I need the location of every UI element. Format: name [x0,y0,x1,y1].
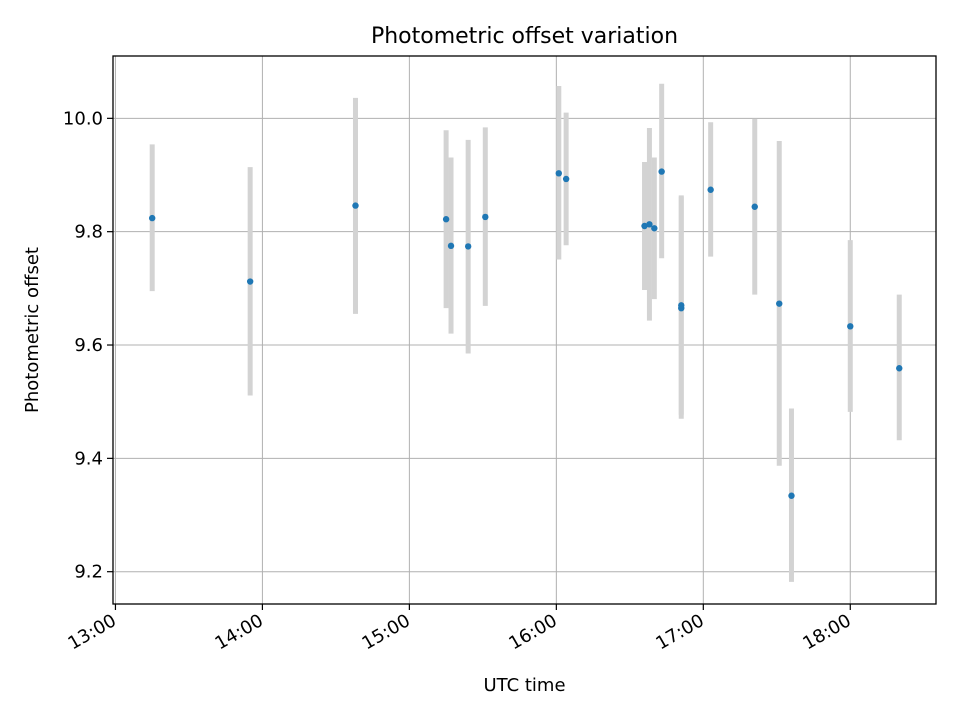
y-axis: 9.2 9.4 9.6 9.8 10.0 [63,108,113,583]
data-point [246,278,254,285]
data-point [482,213,489,221]
data-point [896,365,903,372]
data-point [442,216,450,223]
data-point [464,243,472,250]
y-tick-label: 9.2 [74,562,103,583]
data-point [562,175,570,183]
data-point [776,300,783,307]
data-point [788,492,795,499]
data-point [707,186,714,193]
data-point [447,242,455,250]
markers [148,168,903,499]
data-point [646,221,653,228]
data-point [678,302,685,309]
data-point [651,225,658,232]
data-point [847,323,854,330]
data-point [352,202,359,209]
y-tick-label: 9.8 [74,222,103,243]
data-point [148,214,156,222]
y-axis-label: Photometric offset [22,247,43,413]
y-tick-label: 9.4 [74,448,103,469]
plot-area [113,56,936,604]
plot-frame [112,55,937,605]
chart-title: Photometric offset variation [371,24,678,49]
y-tick-label: 10.0 [63,108,103,129]
data-point [751,203,758,210]
data-point [658,168,665,175]
x-axis-label: UTC time [483,675,565,696]
data-point [555,170,562,177]
data-point [641,222,648,230]
y-tick-label: 9.6 [74,335,103,356]
